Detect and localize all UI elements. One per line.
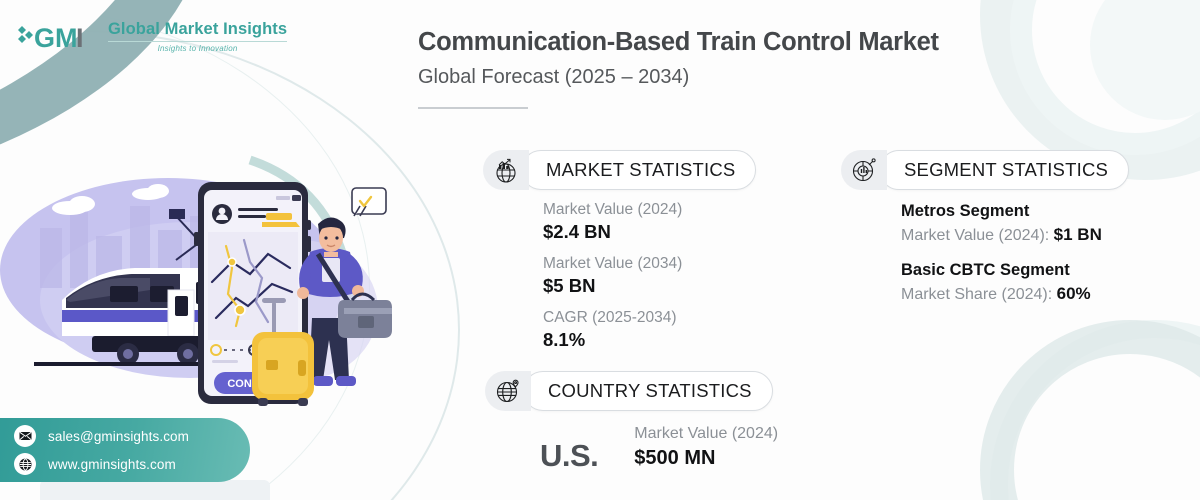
globe-chart-icon [496,158,516,183]
globe-icon [14,453,36,475]
pie-chart-target-icon [852,158,876,182]
segment-statistics-pill[interactable]: SEGMENT STATISTICS [841,150,1130,190]
train-traveler-mobile-ticket-illustration: CONFIRM [0,155,392,406]
country-stat-label: Market Value (2024) [634,425,779,442]
segment-label-1: Market Share (2024): [901,285,1057,303]
segment-statistics-label: SEGMENT STATISTICS [879,150,1130,190]
decor-top-right-ring-inner [1010,0,1200,155]
brand-divider [108,41,288,43]
segment-pill-icon-chip [841,150,887,190]
decor-top-right-blob [1090,0,1200,120]
check-bubble [351,187,387,217]
brand-logo[interactable]: GM I Global Market Insights Insights to … [14,19,288,54]
market-statistics-pill[interactable]: MARKET STATISTICS [483,150,757,190]
market-pill-icon-chip [483,150,529,190]
market-stat-value-1: $5 BN [543,275,596,297]
segment-title-0: Metros Segment [901,202,1030,220]
envelope-icon [14,425,36,447]
segment-title-1: Basic CBTC Segment [901,260,1070,279]
market-stat-label-2: CAGR (2025-2034) [543,309,677,327]
segment-line-0: Market Value (2024): $1 BN [901,223,1102,248]
globe-pin-icon [496,379,519,403]
contact-email: sales@gminsights.com [48,428,190,444]
brand-tagline: Insights to Innovation [157,44,238,54]
decor-footer-strip [40,480,270,500]
segment-label-0: Market Value (2024): [901,227,1054,245]
decor-bottom-right-ring [980,320,1200,500]
segment-line-1: Market Share (2024): 60% [901,282,1102,307]
contact-email-row[interactable]: sales@gminsights.com [14,425,250,447]
country-statistics-values: U.S. Market Value (2024) $500 MN [540,424,778,474]
country-stat: Market Value (2024) $500 MN [634,424,778,474]
country-statistics-pill[interactable]: COUNTRY STATISTICS [485,371,773,411]
contact-website-row[interactable]: www.gminsights.com [14,453,250,475]
header-divider [418,107,528,109]
market-statistics-label: MARKET STATISTICS [521,150,757,190]
segment-value-0: $1 BN [1053,225,1102,245]
brand-name: Global Market Insights [108,19,288,38]
country-pill-icon-chip [485,371,531,411]
market-statistics-values: Market Value (2024) $2.4 BN Market Value… [543,200,682,362]
svg-text:I: I [76,23,84,53]
contact-panel: sales@gminsights.com www.gminsights.com [0,418,250,482]
decor-bottom-right-ring-outer [990,320,1200,500]
header: Communication-Based Train Control Market… [418,28,939,109]
market-stat-value-0: $2.4 BN [543,221,611,243]
yellow-suitcase [252,298,314,406]
segment-value-1: 60% [1056,283,1091,303]
svg-text:GM: GM [34,23,78,53]
market-stat-value-2: 8.1% [543,329,586,351]
segment-statistics-values: Metros Segment Market Value (2024): $1 B… [901,200,1102,317]
traveler-person [297,217,392,386]
page-subtitle: Global Forecast (2025 – 2034) [418,66,690,88]
market-stat-label-0: Market Value (2024) [543,201,683,218]
country-name: U.S. [540,437,599,473]
gmi-diamond-logo-icon: GM I [18,23,84,53]
contact-website: www.gminsights.com [48,456,176,472]
page-title: Communication-Based Train Control Market [418,28,939,56]
country-statistics-label: COUNTRY STATISTICS [523,371,773,411]
market-stat-label-1: Market Value (2034) [543,255,683,273]
country-stat-value: $500 MN [634,446,716,469]
